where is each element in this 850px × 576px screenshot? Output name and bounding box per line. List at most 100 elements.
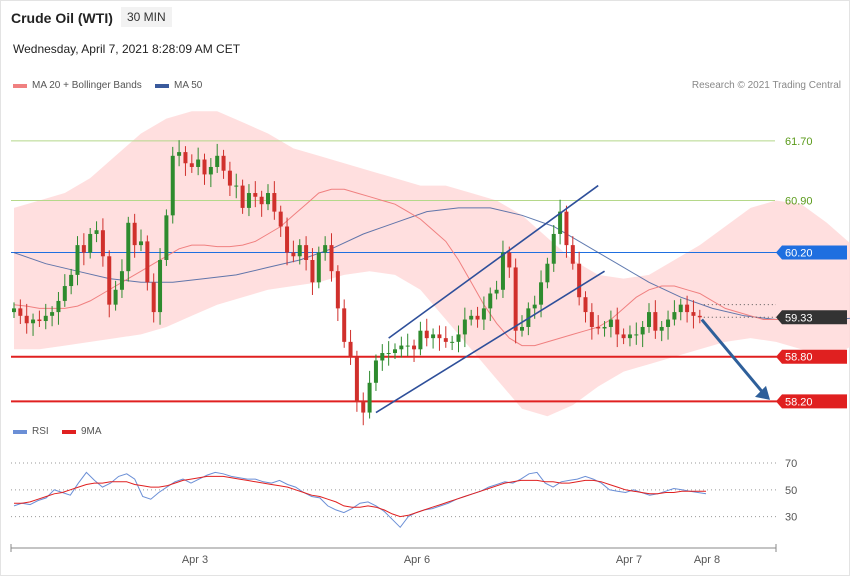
instrument-title: Crude Oil (WTI) bbox=[11, 10, 113, 26]
candle-body bbox=[227, 170, 232, 186]
candle-body bbox=[342, 308, 347, 342]
candle-body bbox=[177, 152, 182, 156]
candle-body bbox=[297, 245, 302, 257]
candle-body bbox=[139, 241, 143, 246]
candle-body bbox=[100, 230, 105, 257]
candle-body bbox=[450, 341, 455, 343]
candle-body bbox=[647, 312, 651, 327]
candle-body bbox=[577, 263, 582, 298]
candle-body bbox=[202, 159, 207, 175]
candle-body bbox=[12, 308, 16, 313]
candle-body bbox=[246, 193, 251, 208]
candle-body bbox=[520, 326, 524, 331]
candle-body bbox=[399, 345, 404, 350]
candle-body bbox=[335, 271, 340, 309]
candle-body bbox=[170, 155, 175, 216]
rsi-level-label-50: 50 bbox=[785, 485, 797, 497]
candle-body bbox=[640, 326, 645, 335]
candle-body bbox=[386, 353, 391, 355]
candle-body bbox=[234, 185, 239, 187]
candle-body bbox=[240, 185, 245, 208]
candle-body bbox=[507, 252, 512, 268]
candle-body bbox=[31, 319, 36, 324]
level-tag-60.20 bbox=[776, 245, 847, 260]
candle-body bbox=[323, 245, 328, 253]
candle-body bbox=[596, 326, 601, 329]
candle-body bbox=[126, 222, 131, 272]
candle-body bbox=[539, 282, 544, 305]
candle-body bbox=[113, 289, 118, 305]
candle-body bbox=[608, 319, 613, 327]
candle-body bbox=[94, 230, 99, 234]
candle-body bbox=[500, 252, 505, 290]
rsi-9ma-line bbox=[14, 475, 706, 518]
candle-body bbox=[666, 319, 671, 327]
candle-body bbox=[215, 155, 220, 167]
level-tag-58.20 bbox=[776, 394, 847, 409]
rsi-level-label-70: 70 bbox=[785, 458, 797, 470]
legend-ma50-label: MA 50 bbox=[174, 80, 203, 91]
candle-body bbox=[653, 312, 658, 331]
candle-body bbox=[183, 152, 188, 164]
candle-body bbox=[513, 267, 518, 331]
candle-body bbox=[69, 274, 74, 287]
candle-body bbox=[393, 349, 397, 354]
level-label-60.90: 60.90 bbox=[785, 195, 813, 207]
candle-body bbox=[75, 245, 80, 275]
candle-body bbox=[627, 334, 632, 339]
candle-body bbox=[551, 233, 556, 264]
candle-body bbox=[583, 297, 588, 313]
ma9-swatch bbox=[62, 429, 76, 434]
candle-body bbox=[119, 271, 124, 290]
candle-body bbox=[380, 353, 385, 361]
candle-body bbox=[189, 163, 194, 167]
candle-body bbox=[469, 315, 474, 320]
candle-body bbox=[481, 308, 486, 320]
candle-body bbox=[158, 260, 163, 313]
candle-body bbox=[253, 193, 258, 197]
candle-body bbox=[431, 334, 436, 339]
legend-9ma: 9MA bbox=[62, 426, 102, 437]
legend-rsi: RSI bbox=[13, 426, 49, 437]
legend-ma20-label: MA 20 + Bollinger Bands bbox=[32, 80, 142, 91]
candle-body bbox=[316, 252, 321, 283]
level-label-58.80: 58.80 bbox=[785, 352, 813, 364]
candle-body bbox=[691, 312, 696, 316]
rsi-swatch bbox=[13, 429, 27, 434]
legend-ma20: MA 20 + Bollinger Bands bbox=[13, 80, 142, 91]
candle-body bbox=[354, 356, 359, 402]
candle-body bbox=[589, 312, 594, 327]
candle-body bbox=[488, 293, 493, 309]
candle-body bbox=[43, 315, 48, 322]
candle-body bbox=[621, 334, 626, 339]
legend-9ma-label: 9MA bbox=[81, 426, 102, 437]
candle-body bbox=[373, 360, 378, 383]
candle-body bbox=[494, 289, 499, 294]
candle-body bbox=[291, 252, 296, 257]
candle-body bbox=[564, 211, 569, 246]
timeframe-button[interactable]: 30 MIN bbox=[121, 7, 172, 27]
ma50-swatch bbox=[155, 83, 169, 88]
candle-body bbox=[602, 326, 607, 329]
time-axis-label: Apr 6 bbox=[404, 554, 430, 566]
last-price-tag bbox=[776, 310, 847, 325]
ma20-swatch bbox=[13, 83, 27, 88]
candle-body bbox=[532, 304, 537, 309]
candle-body bbox=[475, 315, 480, 320]
candle-body bbox=[196, 159, 201, 167]
candle-body bbox=[132, 222, 137, 246]
candle-body bbox=[310, 260, 315, 283]
candle-body bbox=[145, 241, 150, 283]
candle-body bbox=[81, 245, 86, 253]
candle-body bbox=[437, 334, 442, 339]
candle-body bbox=[304, 245, 309, 260]
candle-body bbox=[545, 263, 550, 283]
candles-group bbox=[12, 140, 702, 426]
candle-body bbox=[329, 245, 334, 272]
candle-body bbox=[208, 166, 213, 175]
credit-text: Research © 2021 Trading Central bbox=[691, 80, 841, 91]
candle-body bbox=[278, 211, 283, 227]
candle-body bbox=[697, 315, 702, 318]
candle-body bbox=[659, 326, 664, 331]
